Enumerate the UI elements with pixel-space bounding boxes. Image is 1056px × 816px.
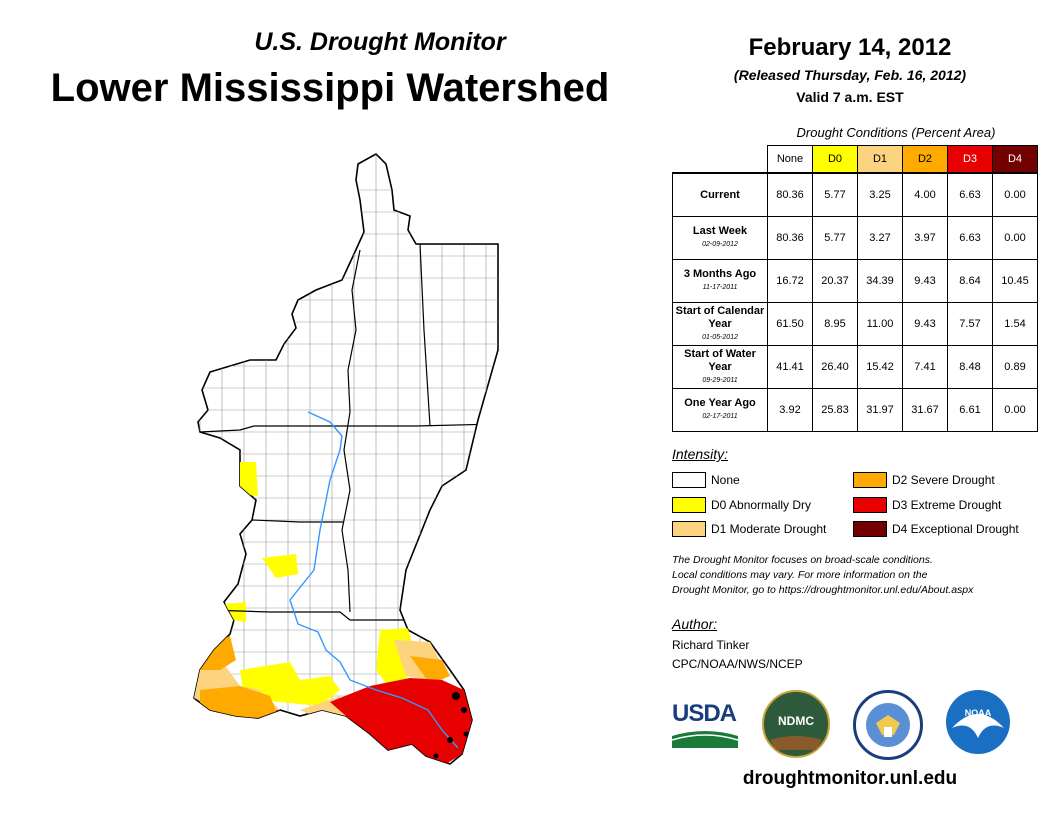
row-label: Last Week 02-09-2012 — [672, 216, 768, 260]
doc-seal-logo — [853, 690, 923, 760]
legend-swatch-d3 — [853, 497, 887, 513]
state-boundaries — [199, 243, 498, 621]
mississippi-river — [289, 411, 459, 749]
ndmc-logo: NDMC — [762, 690, 830, 758]
table-cell: 15.42 — [857, 345, 903, 389]
valid-time: Valid 7 a.m. EST — [796, 89, 904, 105]
legend-label-d0: D0 Abnormally Dry — [711, 498, 812, 512]
table-cell: 3.92 — [767, 388, 813, 432]
map-title: Lower Mississippi Watershed — [50, 66, 610, 110]
col-d2: D2 — [902, 145, 948, 174]
table-cell: 0.89 — [992, 345, 1038, 389]
table-cell: 3.27 — [857, 216, 903, 260]
watershed-map — [193, 153, 499, 765]
author-organization: CPC/NOAA/NWS/NCEP — [672, 657, 803, 671]
noaa-bird-icon — [952, 714, 1004, 738]
table-cell: 0.00 — [992, 172, 1038, 217]
table-cell: 11.00 — [857, 302, 903, 346]
legend-title: Intensity: — [672, 446, 729, 462]
table-caption: Drought Conditions (Percent Area) — [796, 125, 996, 140]
table-cell: 6.61 — [947, 388, 993, 432]
table-cell: 80.36 — [767, 216, 813, 260]
table-cell: 61.50 — [767, 302, 813, 346]
table-row: Current 80.36 5.77 3.25 4.00 6.63 0.00 — [672, 172, 1038, 217]
table-cell: 0.00 — [992, 388, 1038, 432]
col-none: None — [767, 145, 813, 174]
row-label: Current — [672, 172, 768, 217]
table-cell: 5.77 — [812, 216, 858, 260]
map-date: February 14, 2012 — [748, 34, 952, 61]
table-cell: 34.39 — [857, 259, 903, 303]
drought-area-d3 — [330, 678, 472, 764]
noaa-logo: NOAA — [946, 690, 1010, 754]
col-d4: D4 — [992, 145, 1038, 174]
legend-swatch-d0 — [672, 497, 706, 513]
table-cell: 5.77 — [812, 172, 858, 217]
legend-label-d3: D3 Extreme Drought — [892, 498, 1002, 512]
table-cell: 3.97 — [902, 216, 948, 260]
table-cell: 31.67 — [902, 388, 948, 432]
table-cell: 25.83 — [812, 388, 858, 432]
row-label: 3 Months Ago 11-17-2011 — [672, 259, 768, 303]
ndmc-landscape-icon — [770, 736, 822, 750]
table-cell: 9.43 — [902, 259, 948, 303]
table-cell: 41.41 — [767, 345, 813, 389]
drought-conditions-table: None D0 D1 D2 D3 D4 Current 80.36 5.77 3… — [672, 145, 1038, 432]
col-d3: D3 — [947, 145, 993, 174]
disclaimer-note: The Drought Monitor focuses on broad-sca… — [672, 553, 1042, 598]
table-cell: 20.37 — [812, 259, 858, 303]
table-header-row: None D0 D1 D2 D3 D4 — [672, 145, 1038, 174]
table-cell: 31.97 — [857, 388, 903, 432]
table-cell: 8.48 — [947, 345, 993, 389]
table-cell: 7.41 — [902, 345, 948, 389]
table-cell: 3.25 — [857, 172, 903, 217]
website-url: droughtmonitor.unl.edu — [742, 768, 958, 789]
author-label: Author: — [672, 616, 718, 632]
table-cell: 26.40 — [812, 345, 858, 389]
row-label: One Year Ago 02-17-2011 — [672, 388, 768, 432]
drought-area-d2 — [194, 636, 450, 720]
table-cell: 4.00 — [902, 172, 948, 217]
table-cell: 80.36 — [767, 172, 813, 217]
note-line: Drought Monitor, go to https://droughtmo… — [672, 584, 974, 596]
table-row: 3 Months Ago 11-17-2011 16.72 20.37 34.39… — [672, 259, 1038, 303]
table-cell: 7.57 — [947, 302, 993, 346]
table-cell: 6.63 — [947, 216, 993, 260]
table-cell: 10.45 — [992, 259, 1038, 303]
legend-swatch-none — [672, 472, 706, 488]
legend-label-none: None — [711, 473, 740, 487]
row-label: Start of Calendar Year 01-05-2012 — [672, 302, 768, 346]
table-cell: 0.00 — [992, 216, 1038, 260]
table-cell: 8.95 — [812, 302, 858, 346]
usda-field-icon — [672, 731, 738, 748]
col-d1: D1 — [857, 145, 903, 174]
table-corner — [672, 145, 768, 174]
eagle-icon — [876, 715, 900, 737]
table-row: Last Week 02-09-2012 80.36 5.77 3.27 3.97… — [672, 216, 1038, 260]
legend-label-d1: D1 Moderate Drought — [711, 522, 827, 536]
note-line: The Drought Monitor focuses on broad-sca… — [672, 554, 933, 566]
table-cell: 8.64 — [947, 259, 993, 303]
table-row: Start of Water Year 09-29-2011 41.41 26.4… — [672, 345, 1038, 389]
legend-swatch-d2 — [853, 472, 887, 488]
table-cell: 16.72 — [767, 259, 813, 303]
table-cell: 1.54 — [992, 302, 1038, 346]
legend-label-d4: D4 Exceptional Drought — [892, 522, 1019, 536]
table-cell: 6.63 — [947, 172, 993, 217]
note-line: Local conditions may vary. For more info… — [672, 569, 928, 581]
usda-logo: USDA — [672, 700, 738, 748]
map-subtitle: U.S. Drought Monitor — [254, 28, 506, 56]
table-row: One Year Ago 02-17-2011 3.92 25.83 31.97 … — [672, 388, 1038, 432]
table-row: Start of Calendar Year 01-05-2012 61.50 8… — [672, 302, 1038, 346]
legend-swatch-d1 — [672, 521, 706, 537]
row-label: Start of Water Year 09-29-2011 — [672, 345, 768, 389]
table-cell: 9.43 — [902, 302, 948, 346]
legend-label-d2: D2 Severe Drought — [892, 473, 995, 487]
author-name: Richard Tinker — [672, 638, 750, 652]
coastal-marsh — [433, 692, 469, 759]
legend-swatch-d4 — [853, 521, 887, 537]
release-date: (Released Thursday, Feb. 16, 2012) — [733, 67, 967, 83]
col-d0: D0 — [812, 145, 858, 174]
